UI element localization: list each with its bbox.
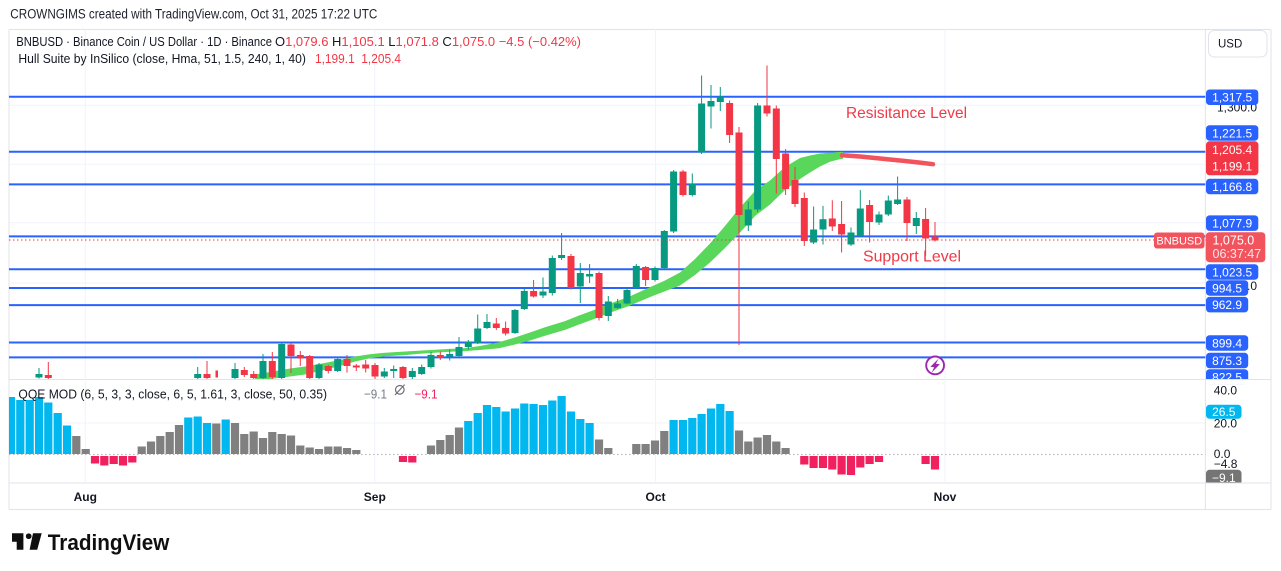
svg-text:994.5: 994.5 [1212,281,1242,295]
svg-text:20.0: 20.0 [1214,417,1238,431]
svg-text:CROWNGIMS created with Trading: CROWNGIMS created with TradingView.com, … [10,6,377,21]
svg-text:06:37:47: 06:37:47 [1213,247,1262,261]
svg-text:Hull Suite by InSilico (close,: Hull Suite by InSilico (close, Hma, 51, … [18,51,306,66]
svg-text:Support Level: Support Level [863,249,961,266]
svg-text:−9.1: −9.1 [415,386,438,401]
svg-text:1,166.8: 1,166.8 [1212,180,1252,194]
svg-text:962.9: 962.9 [1212,298,1242,312]
svg-text:40.0: 40.0 [1214,383,1238,397]
svg-text:1,077.9: 1,077.9 [1212,217,1252,231]
svg-text:1,075.0: 1,075.0 [1213,234,1255,248]
svg-text:875.3: 875.3 [1212,354,1242,368]
svg-text:−4.8: −4.8 [1214,457,1238,471]
svg-text:TradingView: TradingView [48,530,170,555]
svg-text:1,205.4: 1,205.4 [1212,143,1252,157]
svg-text:26.5: 26.5 [1212,405,1236,419]
svg-text:Oct: Oct [645,490,665,504]
svg-text:Resisitance Level: Resisitance Level [846,105,967,122]
svg-text:BNBUSD · Binance Coin / US Dol: BNBUSD · Binance Coin / US Dollar · 1D ·… [16,34,272,49]
svg-text:−9.1: −9.1 [364,386,387,401]
svg-text:O1,079.6 H1,105.1 L1,071.8 C1,: O1,079.6 H1,105.1 L1,071.8 C1,075.0 −4.5… [275,34,581,49]
svg-text:Sep: Sep [364,490,386,504]
svg-text:QQE MOD (6, 5, 3, 3, close, 6,: QQE MOD (6, 5, 3, 3, close, 6, 5, 1.61, … [18,386,327,401]
svg-text:Aug: Aug [74,490,97,504]
svg-text:−9.1: −9.1 [1212,471,1236,485]
svg-text:BNBUSD: BNBUSD [1156,236,1202,248]
svg-text:USD: USD [1218,39,1242,51]
svg-text:1,199.1: 1,199.1 [1212,160,1252,174]
svg-text:1,199.1 1,205.4: 1,199.1 1,205.4 [315,51,401,66]
svg-text:1,023.5: 1,023.5 [1212,265,1252,279]
svg-text:1,317.5: 1,317.5 [1212,91,1252,105]
svg-text:1,221.5: 1,221.5 [1212,126,1252,140]
svg-text:0.0: 0.0 [1214,447,1231,461]
svg-text:899.4: 899.4 [1212,336,1242,350]
svg-text:Nov: Nov [934,490,957,504]
